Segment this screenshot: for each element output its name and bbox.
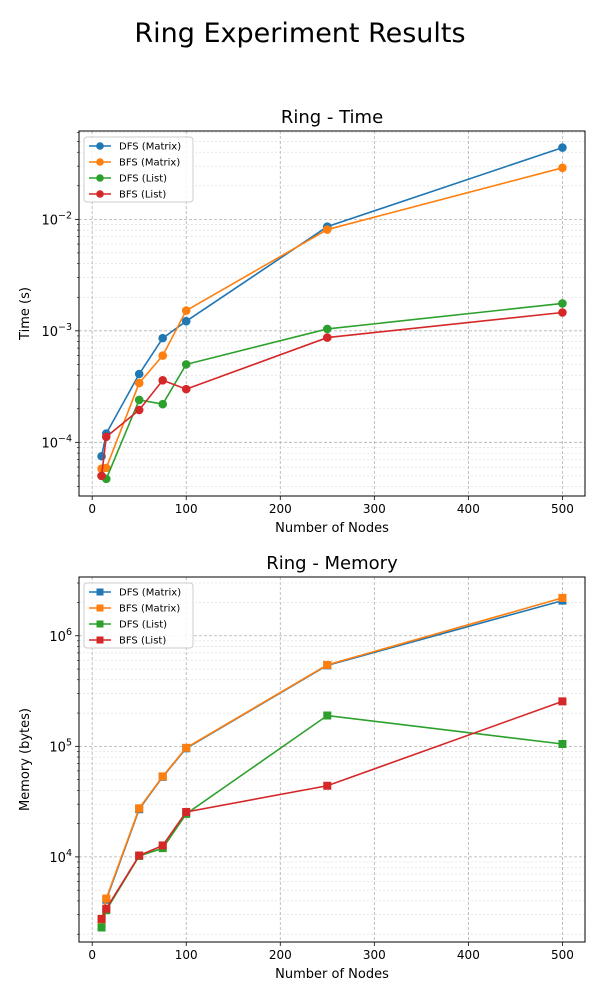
data-point-dfs-list — [134, 395, 144, 405]
data-point-bfs-matrix — [322, 225, 332, 234]
data-point-dfs-list — [558, 299, 567, 308]
data-point-bfs-list — [558, 308, 567, 317]
y-axis-label: Time (s) — [18, 287, 33, 341]
legend-label: DFS (Matrix) — [119, 588, 181, 599]
data-point-bfs-matrix — [558, 163, 567, 173]
data-point-bfs-list — [102, 904, 111, 913]
legend-marker — [96, 588, 104, 596]
legend-label: DFS (List) — [119, 174, 167, 185]
data-point-bfs-list — [558, 697, 567, 706]
series-line-bfs-list — [100, 311, 563, 476]
y-tick-label: 10−3 — [41, 322, 72, 340]
legend-marker — [96, 174, 104, 182]
data-point-bfs-list — [323, 781, 332, 790]
data-point-bfs-list — [158, 841, 167, 850]
data-point-dfs-list — [158, 399, 168, 409]
y-tick-label: 105 — [49, 737, 72, 755]
legend-label: BFS (List) — [119, 190, 166, 201]
data-point-bfs-matrix — [158, 351, 168, 360]
series-line-dfs-list — [100, 714, 563, 928]
data-point-bfs-list — [97, 914, 106, 923]
chart-title: Ring - Time — [281, 107, 383, 128]
data-point-dfs-matrix — [134, 369, 144, 379]
data-point-bfs-matrix — [182, 743, 191, 752]
data-point-bfs-matrix — [558, 593, 567, 602]
x-axis-label: Number of Nodes — [275, 521, 389, 536]
x-tick-label: 300 — [363, 502, 386, 516]
legend-marker — [96, 190, 104, 198]
x-tick-label: 0 — [88, 948, 96, 962]
series-line-bfs-list — [100, 700, 563, 920]
chart-memory: Ring - Memory 104 105 106 0 100 200 300 400 500 Nu… — [18, 553, 586, 982]
legend-label: DFS (Matrix) — [119, 142, 181, 153]
x-tick-label: 200 — [269, 948, 292, 962]
legend-marker — [96, 620, 104, 628]
x-tick-label: 400 — [457, 948, 480, 962]
data-point-dfs-list — [323, 711, 332, 720]
data-point-bfs-matrix — [158, 772, 167, 781]
legend: DFS (Matrix) BFS (Matrix) DFS (List) BFS (L… — [83, 136, 194, 203]
x-tick-label: 100 — [175, 948, 198, 962]
chart-time: Ring - Time 10−4 10−3 10−2 0 100 200 300 400 500 N… — [18, 107, 586, 536]
data-point-bfs-matrix — [181, 306, 191, 315]
legend-marker — [96, 142, 104, 150]
legend-label: BFS (Matrix) — [119, 604, 180, 615]
legend-box — [83, 582, 194, 649]
data-point-bfs-list — [97, 471, 106, 481]
data-point-bfs-list — [101, 432, 111, 442]
x-axis-label: Number of Nodes — [275, 967, 389, 982]
y-tick-label: 106 — [49, 627, 72, 645]
data-point-bfs-list — [134, 405, 144, 415]
data-point-bfs-matrix — [135, 804, 144, 813]
data-point-bfs-list — [158, 375, 168, 385]
data-point-dfs-list — [181, 360, 191, 369]
data-point-bfs-matrix — [102, 894, 111, 903]
data-point-dfs-matrix — [181, 316, 191, 326]
plot-frame — [78, 576, 586, 943]
data-point-bfs-matrix — [101, 463, 111, 473]
data-point-dfs-list — [558, 739, 567, 748]
data-point-dfs-list — [322, 324, 332, 334]
y-tick-label: 10−4 — [41, 433, 72, 451]
figure-suptitle: Ring Experiment Results — [134, 18, 465, 49]
data-point-bfs-list — [322, 333, 332, 342]
x-tick-label: 400 — [457, 502, 480, 516]
y-tick-label: 104 — [49, 848, 72, 866]
data-point-bfs-matrix — [323, 660, 332, 669]
chart-title: Ring - Memory — [266, 553, 398, 574]
series-line-bfs-matrix — [101, 167, 563, 470]
legend-label: BFS (Matrix) — [119, 158, 180, 169]
plot-frame — [78, 130, 586, 497]
x-tick-label: 300 — [363, 948, 386, 962]
x-tick-label: 0 — [88, 502, 96, 516]
data-point-dfs-matrix — [158, 333, 168, 343]
legend-marker — [96, 636, 104, 644]
data-point-bfs-matrix — [134, 378, 144, 388]
x-tick-label: 200 — [269, 502, 292, 516]
legend-label: DFS (List) — [119, 620, 167, 631]
x-tick-label: 500 — [551, 948, 574, 962]
legend-label: BFS (List) — [119, 636, 166, 647]
data-point-bfs-list — [182, 807, 191, 816]
series-line-dfs-list — [101, 302, 563, 481]
legend-marker — [96, 158, 104, 166]
data-point-bfs-list — [181, 384, 191, 394]
legend-marker — [96, 604, 104, 612]
y-axis-label: Memory (bytes) — [18, 708, 33, 811]
data-point-bfs-list — [135, 851, 144, 860]
x-tick-label: 500 — [551, 502, 574, 516]
data-point-dfs-matrix — [558, 143, 567, 152]
data-point-dfs-list — [97, 923, 106, 932]
legend-box — [83, 136, 194, 203]
y-tick-label: 10−2 — [41, 210, 72, 228]
legend: DFS (Matrix) BFS (Matrix) DFS (List) BFS (L… — [83, 582, 194, 649]
x-tick-label: 100 — [175, 502, 198, 516]
